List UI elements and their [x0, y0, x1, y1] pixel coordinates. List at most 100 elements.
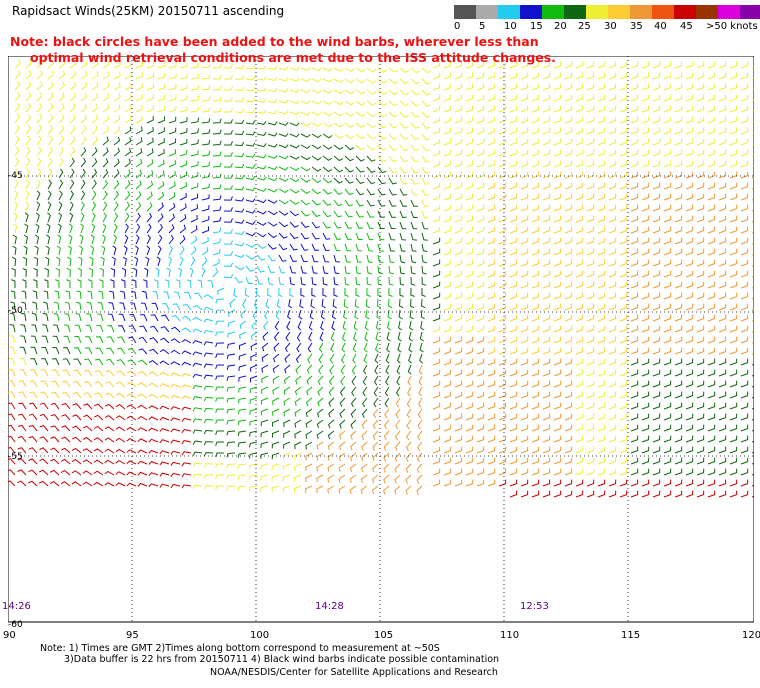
wind-barb	[641, 413, 650, 421]
wind-barb	[91, 201, 97, 212]
wind-barb	[542, 116, 551, 124]
wind-barb	[597, 413, 606, 421]
wind-barb	[355, 100, 366, 106]
wind-barb	[245, 64, 256, 70]
wind-barb	[226, 397, 236, 403]
wind-barb	[685, 237, 694, 245]
wind-barb	[366, 221, 374, 229]
wind-barb	[311, 166, 322, 172]
wind-barb	[203, 385, 214, 391]
wind-barb	[329, 364, 335, 375]
wind-barb	[181, 462, 192, 467]
wind-barb	[421, 133, 431, 141]
wind-barb	[608, 171, 617, 179]
wind-barb	[238, 397, 247, 404]
wind-barb	[343, 298, 349, 309]
wind-barb	[238, 364, 247, 371]
wind-barb	[344, 276, 350, 286]
wind-barb	[102, 212, 107, 223]
wind-barb	[432, 435, 441, 443]
wind-barb	[586, 204, 595, 212]
wind-barb	[43, 290, 49, 300]
wind-barb	[273, 342, 280, 352]
wind-barb	[8, 346, 16, 355]
wind-barb	[190, 62, 200, 69]
wind-barb	[476, 402, 485, 410]
wind-barb	[116, 347, 126, 355]
wind-barb	[487, 479, 496, 487]
wind-barb	[36, 103, 43, 113]
wind-barb	[245, 198, 256, 203]
colorbar-label: 5	[479, 21, 486, 32]
wind-barb	[399, 144, 409, 152]
wind-barb	[388, 122, 398, 129]
wind-barb	[39, 447, 49, 454]
wind-barb	[729, 72, 738, 80]
wind-barb	[229, 298, 236, 308]
wind-barb	[398, 309, 403, 320]
colorbar-swatch	[520, 5, 542, 19]
wind-barb	[168, 73, 177, 80]
wind-barb	[696, 193, 705, 201]
wind-barb	[696, 380, 705, 388]
wind-barb	[586, 347, 595, 355]
wind-barb	[465, 292, 474, 300]
wind-barb	[377, 133, 387, 140]
wind-barb	[663, 61, 672, 69]
wind-barb	[33, 279, 38, 289]
wind-barb	[157, 234, 163, 245]
wind-barb	[159, 394, 170, 399]
lon-label-110: 110	[500, 630, 520, 641]
wind-barb	[498, 83, 507, 91]
wind-barb	[575, 116, 584, 124]
wind-barb	[674, 138, 683, 146]
wind-barb	[564, 116, 573, 124]
wind-barb	[608, 182, 617, 190]
wind-barb	[663, 468, 672, 476]
wind-barb	[564, 347, 573, 355]
wind-barb	[43, 301, 49, 311]
wind-map	[6, 55, 760, 634]
wind-barb	[25, 102, 32, 113]
wind-barb	[256, 287, 261, 298]
wind-barb	[509, 237, 518, 245]
wind-barb	[498, 336, 507, 344]
wind-barb	[215, 342, 225, 348]
wind-barb	[663, 303, 672, 311]
wind-barb	[553, 468, 562, 476]
wind-barb	[91, 179, 97, 190]
wind-barb	[267, 177, 278, 182]
wind-barb	[377, 254, 384, 264]
wind-barb	[289, 133, 300, 138]
pass-time-2: 14:28	[315, 601, 344, 612]
wind-barb	[509, 204, 518, 212]
wind-barb	[465, 358, 474, 366]
wind-barb	[553, 369, 562, 377]
wind-barb	[685, 314, 694, 322]
wind-barb	[80, 125, 87, 135]
wind-barb	[137, 393, 148, 399]
wind-barb	[212, 216, 222, 223]
wind-barb	[395, 397, 401, 408]
wind-barb	[696, 171, 705, 179]
wind-barb	[72, 414, 82, 421]
wind-barb	[122, 256, 127, 267]
wind-barb	[58, 103, 65, 113]
wind-barb	[374, 364, 379, 375]
wind-barb	[223, 229, 233, 234]
wind-barb	[234, 265, 245, 271]
wind-barb	[192, 484, 203, 490]
lon-label-115: 115	[621, 630, 641, 641]
wind-barb	[663, 369, 672, 377]
wind-barb	[18, 413, 27, 421]
wind-barb	[476, 292, 485, 300]
wind-barb	[355, 133, 366, 140]
wind-barb	[553, 413, 562, 421]
wind-barb	[740, 457, 749, 465]
wind-barb	[465, 479, 474, 487]
wind-barb	[80, 103, 87, 113]
wind-barb	[190, 171, 199, 179]
wind-barb	[58, 114, 65, 124]
wind-barb	[542, 94, 551, 102]
wind-barb	[67, 256, 72, 267]
